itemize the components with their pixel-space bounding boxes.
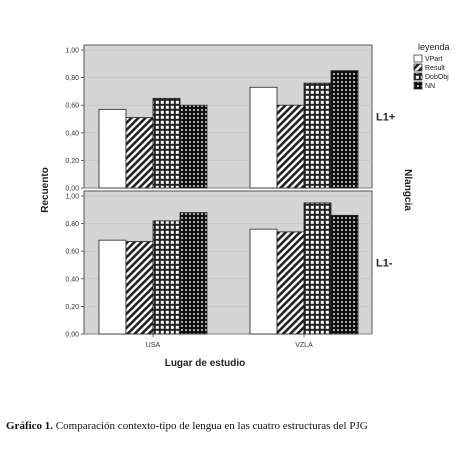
legend-title: leyenda (418, 42, 450, 52)
y-tick-label: 0,00 (65, 332, 79, 339)
panels-layer: 0,000,200,400,600,801,00L1+0,000,200,400… (65, 44, 395, 349)
x-tick-label: VZLA (295, 342, 313, 349)
legend-label-vpart: VPart (425, 56, 443, 63)
bar-result-vzla (276, 231, 305, 335)
bar-dobobj-usa (152, 220, 181, 335)
bar-dobobj-vzla (303, 82, 332, 189)
bar-result-usa (125, 117, 154, 189)
bar-vpart-usa (98, 108, 127, 189)
bar-result-vzla (276, 104, 305, 189)
x-axis-title: Lugar de estudio (165, 358, 246, 369)
y-tick-label: 0,00 (65, 186, 79, 193)
legend-swatch-dobobj (413, 72, 423, 81)
bar-nn-usa (179, 104, 208, 189)
y-tick-label: 0,40 (65, 276, 79, 283)
bar-vpart-vzla (249, 86, 278, 189)
y-tick-label: 0,20 (65, 158, 79, 165)
legend-swatch-result (413, 63, 423, 72)
bar-result-usa (125, 241, 154, 335)
x-tick-label: USA (146, 342, 161, 349)
y-tick-label: 0,40 (65, 130, 79, 137)
caption-label: Gráfico 1. (6, 420, 54, 432)
bar-vpart-vzla (249, 228, 278, 335)
legend-label-result: Result (425, 65, 445, 72)
bar-nn-usa (179, 212, 208, 335)
legend: leyenda VPart Result DobObj NN (413, 42, 450, 90)
legend-label-nn: NN (425, 83, 435, 90)
legend-swatch-vpart (413, 54, 423, 63)
bar-dobobj-vzla (303, 202, 332, 335)
panel-2: 0,00 0,20 0,40 0,60 0,80 1,00 L1- (65, 190, 393, 339)
facet-variable-label: Nlangcia (402, 169, 413, 211)
figure-caption: Gráfico 1. Comparación contexto-tipo de … (6, 420, 458, 432)
bar-nn-vzla (330, 214, 359, 335)
y-tick-label: 1,00 (65, 48, 79, 55)
caption-text: Comparación contexto-tipo de lengua en l… (55, 420, 368, 432)
panel-label: L1- (376, 258, 393, 270)
y-axis-title: Recuento (40, 167, 51, 213)
y-tick-label: 0,20 (65, 304, 79, 311)
y-tick-label: 0,60 (65, 249, 79, 256)
legend-swatch-nn (413, 81, 423, 90)
y-tick-label: 0,60 (65, 103, 79, 110)
panel-label: L1+ (376, 112, 395, 124)
y-tick-label: 1,00 (65, 194, 79, 201)
bar-chart: 0,000,200,400,600,801,00L1+0,000,200,400… (40, 42, 450, 369)
legend-label-dobobj: DobObj (425, 74, 449, 81)
bar-nn-vzla (330, 70, 359, 189)
bar-vpart-usa (98, 239, 127, 335)
bar-dobobj-usa (152, 97, 181, 189)
y-tick-label: 0,80 (65, 221, 79, 228)
y-tick-label: 0,80 (65, 75, 79, 82)
panel-1: 0,00 0,20 0,40 0,60 0,80 1,00 L1+ (65, 44, 395, 193)
